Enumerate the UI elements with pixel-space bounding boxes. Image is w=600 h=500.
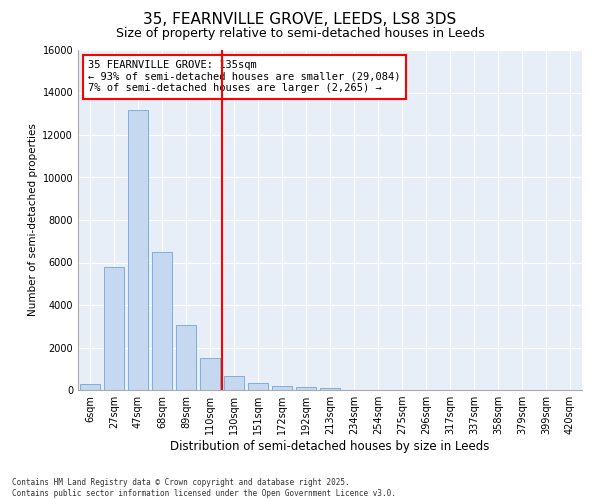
Text: 35, FEARNVILLE GROVE, LEEDS, LS8 3DS: 35, FEARNVILLE GROVE, LEEDS, LS8 3DS (143, 12, 457, 28)
X-axis label: Distribution of semi-detached houses by size in Leeds: Distribution of semi-detached houses by … (170, 440, 490, 453)
Y-axis label: Number of semi-detached properties: Number of semi-detached properties (28, 124, 38, 316)
Text: Contains HM Land Registry data © Crown copyright and database right 2025.
Contai: Contains HM Land Registry data © Crown c… (12, 478, 396, 498)
Bar (152, 252, 172, 390)
Bar (320, 388, 340, 390)
Bar (104, 267, 124, 390)
Bar (296, 387, 316, 390)
Bar (200, 358, 220, 390)
Bar (128, 110, 148, 390)
Text: 35 FEARNVILLE GROVE: 135sqm
← 93% of semi-detached houses are smaller (29,084)
7: 35 FEARNVILLE GROVE: 135sqm ← 93% of sem… (88, 60, 401, 94)
Bar (176, 325, 196, 390)
Text: Size of property relative to semi-detached houses in Leeds: Size of property relative to semi-detach… (116, 28, 484, 40)
Bar (224, 376, 244, 390)
Bar (272, 386, 292, 390)
Bar (80, 384, 100, 390)
Bar (248, 383, 268, 390)
